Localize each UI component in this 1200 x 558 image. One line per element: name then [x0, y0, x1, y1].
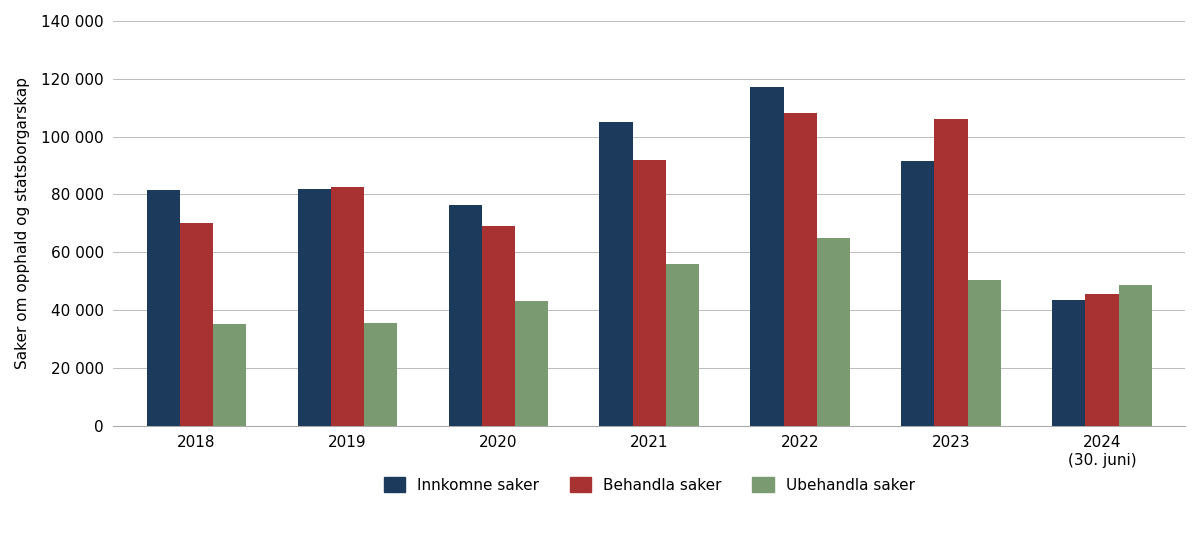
Bar	[935, 119, 967, 426]
Bar	[180, 223, 214, 426]
Legend: Innkomne saker, Behandla saker, Ubehandla saker: Innkomne saker, Behandla saker, Ubehandl…	[377, 471, 922, 499]
Bar	[331, 187, 364, 426]
Bar	[632, 160, 666, 426]
Bar	[298, 189, 331, 426]
Y-axis label: Saker om opphald og statsborgarskap: Saker om opphald og statsborgarskap	[14, 78, 30, 369]
Bar	[364, 323, 397, 426]
Bar	[750, 88, 784, 426]
Bar	[901, 161, 935, 426]
Bar	[146, 190, 180, 426]
Bar	[967, 280, 1001, 426]
Bar	[1085, 294, 1118, 426]
Bar	[1052, 300, 1085, 426]
Bar	[817, 238, 850, 426]
Bar	[515, 301, 548, 426]
Bar	[600, 122, 632, 426]
Bar	[784, 113, 817, 426]
Bar	[666, 264, 700, 426]
Bar	[481, 226, 515, 426]
Bar	[1118, 286, 1152, 426]
Bar	[449, 205, 481, 426]
Bar	[214, 325, 246, 426]
